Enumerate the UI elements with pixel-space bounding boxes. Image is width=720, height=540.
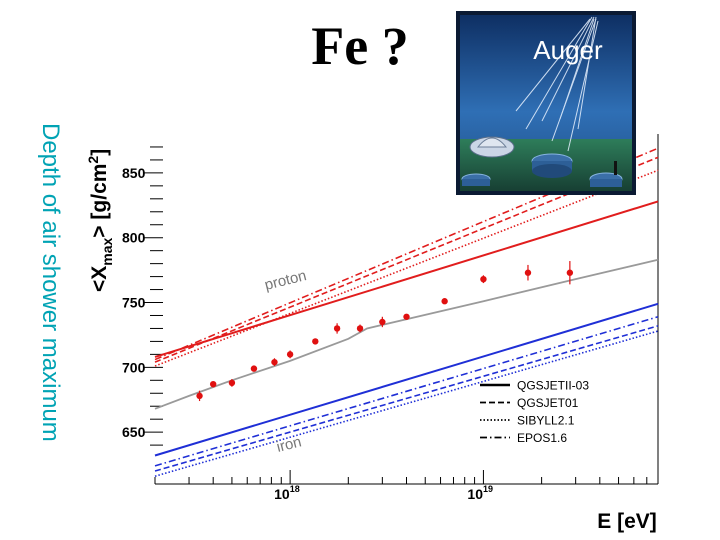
- data-point: [312, 338, 319, 345]
- data-point: [228, 379, 236, 387]
- data-fit: [154, 258, 659, 410]
- legend-label: EPOS1.6: [517, 431, 567, 445]
- page-title: Fe ?: [311, 16, 409, 76]
- data-point: [196, 392, 203, 400]
- legend-label: QGSJETII-03: [517, 379, 589, 393]
- auger-label: Auger: [533, 35, 603, 65]
- series-proton-sibyll2-1: [154, 169, 659, 367]
- y-tick-label: 850: [122, 165, 146, 181]
- data-point: [286, 351, 294, 358]
- data-point: [271, 358, 278, 366]
- data-point: [441, 298, 448, 305]
- auger-inset-image: Auger: [456, 11, 636, 195]
- data-point: [356, 325, 364, 332]
- x-axis-label: E [eV]: [597, 510, 657, 533]
- curve-label-iron: iron: [275, 433, 303, 456]
- y-tick-label: 650: [122, 424, 146, 440]
- model-curves: [154, 147, 659, 477]
- series-iron-qgsjet01: [154, 325, 659, 472]
- curve-label-proton: proton: [263, 267, 308, 294]
- data-point: [333, 325, 341, 332]
- x-tick-label: 1019: [467, 484, 493, 502]
- data-point: [250, 365, 258, 372]
- data-point: [403, 313, 410, 320]
- chart-ticks: 650 700 750 800 850 1018 1019: [122, 146, 659, 502]
- series-iron-sibyll2-1: [154, 330, 659, 477]
- fit-line: [154, 258, 659, 410]
- y-axis-label: <Xmax> [g/cm2]: [85, 149, 115, 292]
- y-tick-label: 800: [122, 230, 146, 246]
- legend-label: QGSJET01: [517, 396, 579, 410]
- data-point: [209, 380, 217, 388]
- legend: QGSJETII-03 QGSJET01 SIBYLL2.1 EPOS1.6: [480, 379, 589, 445]
- data-point: [566, 269, 574, 276]
- series-iron-epos1-6: [154, 316, 659, 467]
- y-tick-label: 750: [122, 295, 146, 311]
- side-axis-caption: Depth of air shower maximum: [37, 123, 64, 442]
- data-point: [480, 275, 487, 283]
- data-point: [524, 269, 532, 276]
- x-tick-label: 1018: [274, 484, 300, 502]
- y-tick-label: 700: [122, 359, 146, 375]
- series-proton-qgsjetii-03: [154, 200, 659, 358]
- legend-label: SIBYLL2.1: [517, 414, 575, 428]
- series-iron-qgsjetii-03: [154, 302, 659, 457]
- data-point: [379, 318, 386, 326]
